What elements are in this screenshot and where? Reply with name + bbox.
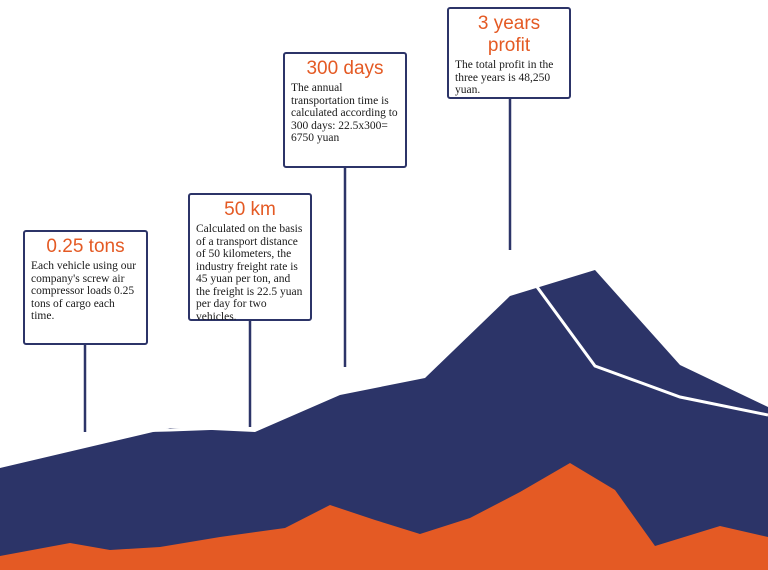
callout-text-days: The annual transportation time is calcul… (291, 82, 398, 144)
callout-title-profit: 3 years profit (477, 13, 541, 56)
callout-title-tons: 0.25 tons (46, 236, 125, 257)
white-trend-line (0, 247, 768, 468)
callout-text-profit: The total profit in the three years is 4… (455, 59, 554, 96)
orange-foreground-area (0, 463, 768, 570)
callout-title-distance: 50 km (224, 199, 276, 220)
callout-tons: 0.25 tons Each vehicle using our company… (23, 230, 148, 345)
callout-title-days: 300 days (306, 58, 384, 79)
callout-text-tons: Each vehicle using our company's screw a… (31, 260, 137, 322)
callout-distance: 50 km Calculated on the basis of a trans… (188, 193, 312, 323)
callout-days: 300 days The annual transportation time … (283, 52, 407, 168)
callout-profit: 3 years profit The total profit in the t… (447, 7, 571, 99)
callout-text-distance: Calculated on the basis of a transport d… (196, 223, 303, 323)
